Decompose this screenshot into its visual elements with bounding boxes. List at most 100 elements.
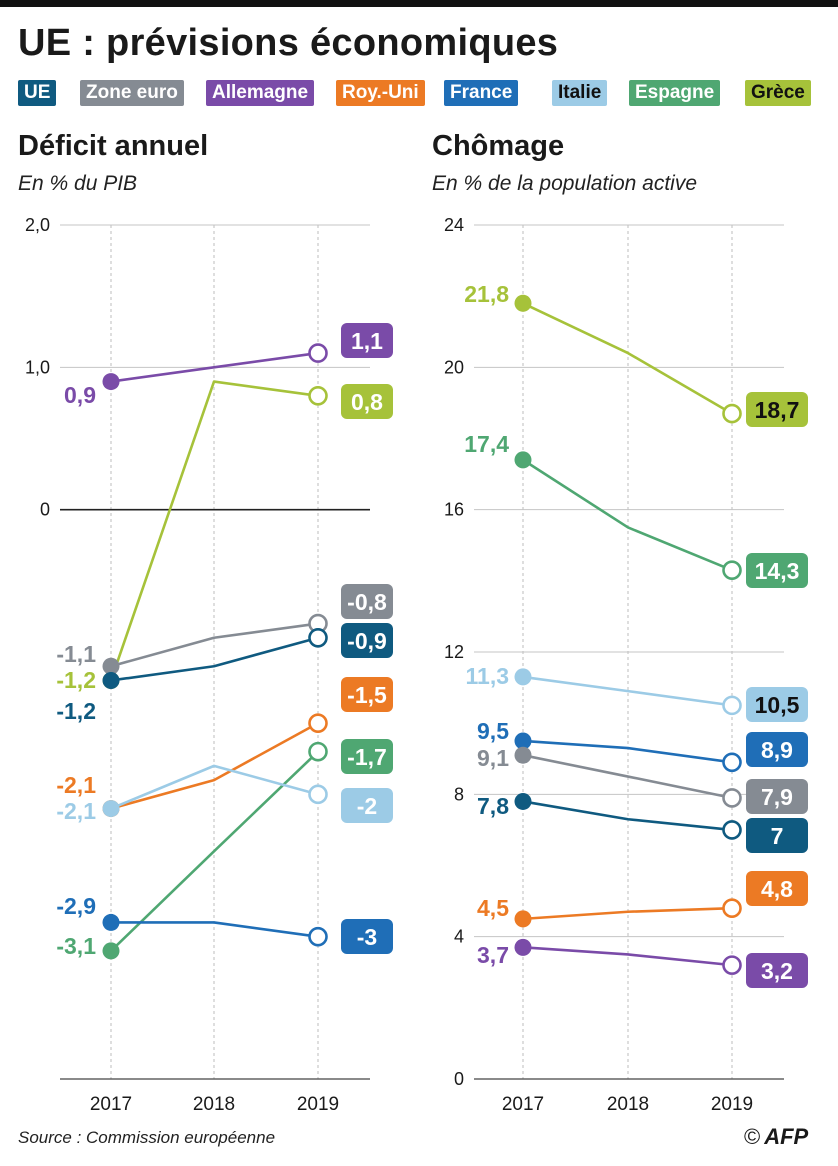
deficit-xtick-2018: 2018	[193, 1094, 235, 1115]
deficit-ytick-label: 2,0	[25, 215, 50, 235]
chomage-end-box-zone-euro	[746, 779, 808, 814]
chomage-point-start-ue	[514, 792, 532, 810]
legend-item-france: France	[444, 80, 519, 106]
chomage-point-start-france	[514, 732, 532, 750]
chomage-end-label-zone-euro: 7,9	[761, 784, 793, 810]
chomage-start-label-allemagne: 3,7	[477, 942, 509, 968]
deficit-end-box-italie	[341, 788, 393, 823]
top-rule	[0, 0, 838, 7]
chomage-ytick-label: 24	[444, 215, 464, 235]
chomage-end-box-france	[746, 732, 808, 767]
chomage-start-label-zone-euro: 9,1	[477, 745, 509, 771]
legend-item-italie: Italie	[552, 80, 608, 106]
chomage-start-label-espagne: 17,4	[464, 431, 509, 457]
deficit-ytick-label: 1,0	[25, 357, 50, 377]
deficit-end-box-allemagne	[341, 323, 393, 358]
chomage-end-box-allemagne	[746, 953, 808, 988]
chomage-line-roy-uni	[522, 906, 733, 921]
chomage-point-start-roy-uni	[514, 910, 532, 928]
chomage-ytick-label: 8	[454, 784, 464, 804]
deficit-point-end-grece	[308, 385, 328, 406]
chomage-point-start-zone-euro	[514, 746, 532, 764]
legend-item-allemagne: Allemagne	[206, 80, 315, 106]
deficit-start-label-italie: -2,1	[56, 798, 96, 824]
unemployment-panel-title: Chômage	[432, 130, 565, 162]
deficit-point-start-espagne	[102, 942, 120, 960]
chomage-line-italie	[522, 675, 733, 707]
legend-item-zone-euro: Zone euro	[80, 80, 184, 106]
chomage-end-box-italie	[746, 687, 808, 722]
deficit-end-box-grece	[341, 384, 393, 419]
deficit-end-label-france: -3	[357, 924, 377, 950]
chomage-point-start-italie	[514, 668, 532, 686]
deficit-line-zone-euro	[110, 622, 319, 668]
chomage-line-france	[522, 739, 733, 764]
chomage-end-box-ue	[746, 818, 808, 853]
deficit-end-label-italie: -2	[357, 793, 377, 819]
chomage-end-label-grece: 18,7	[755, 397, 800, 423]
deficit-panel-title: Déficit annuel	[18, 130, 209, 162]
chomage-ytick-label: 16	[444, 500, 464, 520]
deficit-line-italie	[110, 764, 319, 810]
deficit-point-end-roy-uni	[308, 713, 328, 733]
deficit-end-box-france	[341, 919, 393, 954]
chomage-point-end-italie	[722, 695, 742, 716]
chomage-end-label-france: 8,9	[761, 737, 793, 763]
deficit-start-label-grece: -1,2	[56, 667, 96, 693]
deficit-xtick-2019: 2019	[297, 1094, 339, 1115]
deficit-start-label-allemagne: 0,9	[64, 382, 96, 408]
chomage-end-box-roy-uni	[746, 871, 808, 906]
chomage-line-grece	[522, 302, 733, 415]
chomage-start-label-france: 9,5	[477, 718, 509, 744]
chomage-line-zone-euro	[522, 753, 733, 800]
chomage-start-label-italie: 11,3	[466, 663, 510, 689]
deficit-line-allemagne	[110, 351, 319, 383]
deficit-end-label-zone-euro: -0,8	[347, 589, 387, 615]
chomage-end-label-roy-uni: 4,8	[761, 876, 793, 902]
deficit-start-label-ue: -1,2	[56, 698, 96, 724]
chomage-point-start-espagne	[514, 451, 532, 469]
chomage-ytick-label: 0	[454, 1069, 464, 1089]
deficit-panel-subtitle: En % du PIB	[18, 172, 138, 195]
chomage-end-box-grece	[746, 392, 808, 427]
chomage-point-end-grece	[722, 403, 742, 424]
deficit-point-start-allemagne	[102, 373, 120, 391]
deficit-point-end-espagne	[308, 741, 328, 762]
chomage-point-start-grece	[514, 294, 532, 312]
source-note: Source : Commission européenne	[18, 1128, 276, 1147]
chomage-start-label-roy-uni: 4,5	[477, 895, 509, 921]
page-title: UE : prévisions économiques	[18, 22, 559, 64]
chomage-xtick-2017: 2017	[502, 1094, 544, 1115]
deficit-point-end-italie	[308, 784, 328, 805]
deficit-point-end-ue	[308, 627, 328, 648]
chomage-point-end-espagne	[722, 560, 742, 580]
chomage-point-end-allemagne	[722, 955, 742, 975]
deficit-start-label-roy-uni: -2,1	[56, 772, 96, 798]
deficit-point-start-france	[102, 913, 120, 931]
chomage-start-label-grece: 21,8	[464, 281, 509, 307]
deficit-end-label-allemagne: 1,1	[351, 328, 383, 354]
deficit-line-roy-uni	[110, 722, 319, 810]
chomage-ytick-label: 4	[454, 927, 464, 947]
chomage-line-allemagne	[522, 946, 733, 967]
legend-item-ue: UE	[18, 80, 57, 106]
deficit-line-ue	[110, 636, 319, 682]
deficit-start-label-espagne: -3,1	[56, 933, 96, 959]
deficit-point-end-france	[308, 926, 328, 947]
deficit-end-label-ue: -0,9	[347, 628, 387, 654]
deficit-xtick-2017: 2017	[90, 1094, 132, 1115]
chomage-line-ue	[522, 800, 733, 832]
deficit-start-label-zone-euro: -1,1	[56, 641, 96, 667]
chomage-point-end-france	[722, 752, 742, 773]
agency-credit: © AFP	[744, 1124, 808, 1150]
deficit-end-box-espagne	[341, 739, 393, 774]
unemployment-panel-subtitle: En % de la population active	[432, 172, 698, 195]
chomage-ytick-label: 12	[444, 642, 464, 662]
chomage-ytick-label: 20	[444, 357, 464, 377]
deficit-end-label-espagne: -1,7	[347, 744, 387, 770]
chomage-point-end-roy-uni	[722, 898, 742, 919]
chomage-point-end-zone-euro	[722, 788, 742, 808]
chomage-line-espagne	[522, 458, 733, 572]
deficit-point-start-italie	[102, 800, 120, 818]
